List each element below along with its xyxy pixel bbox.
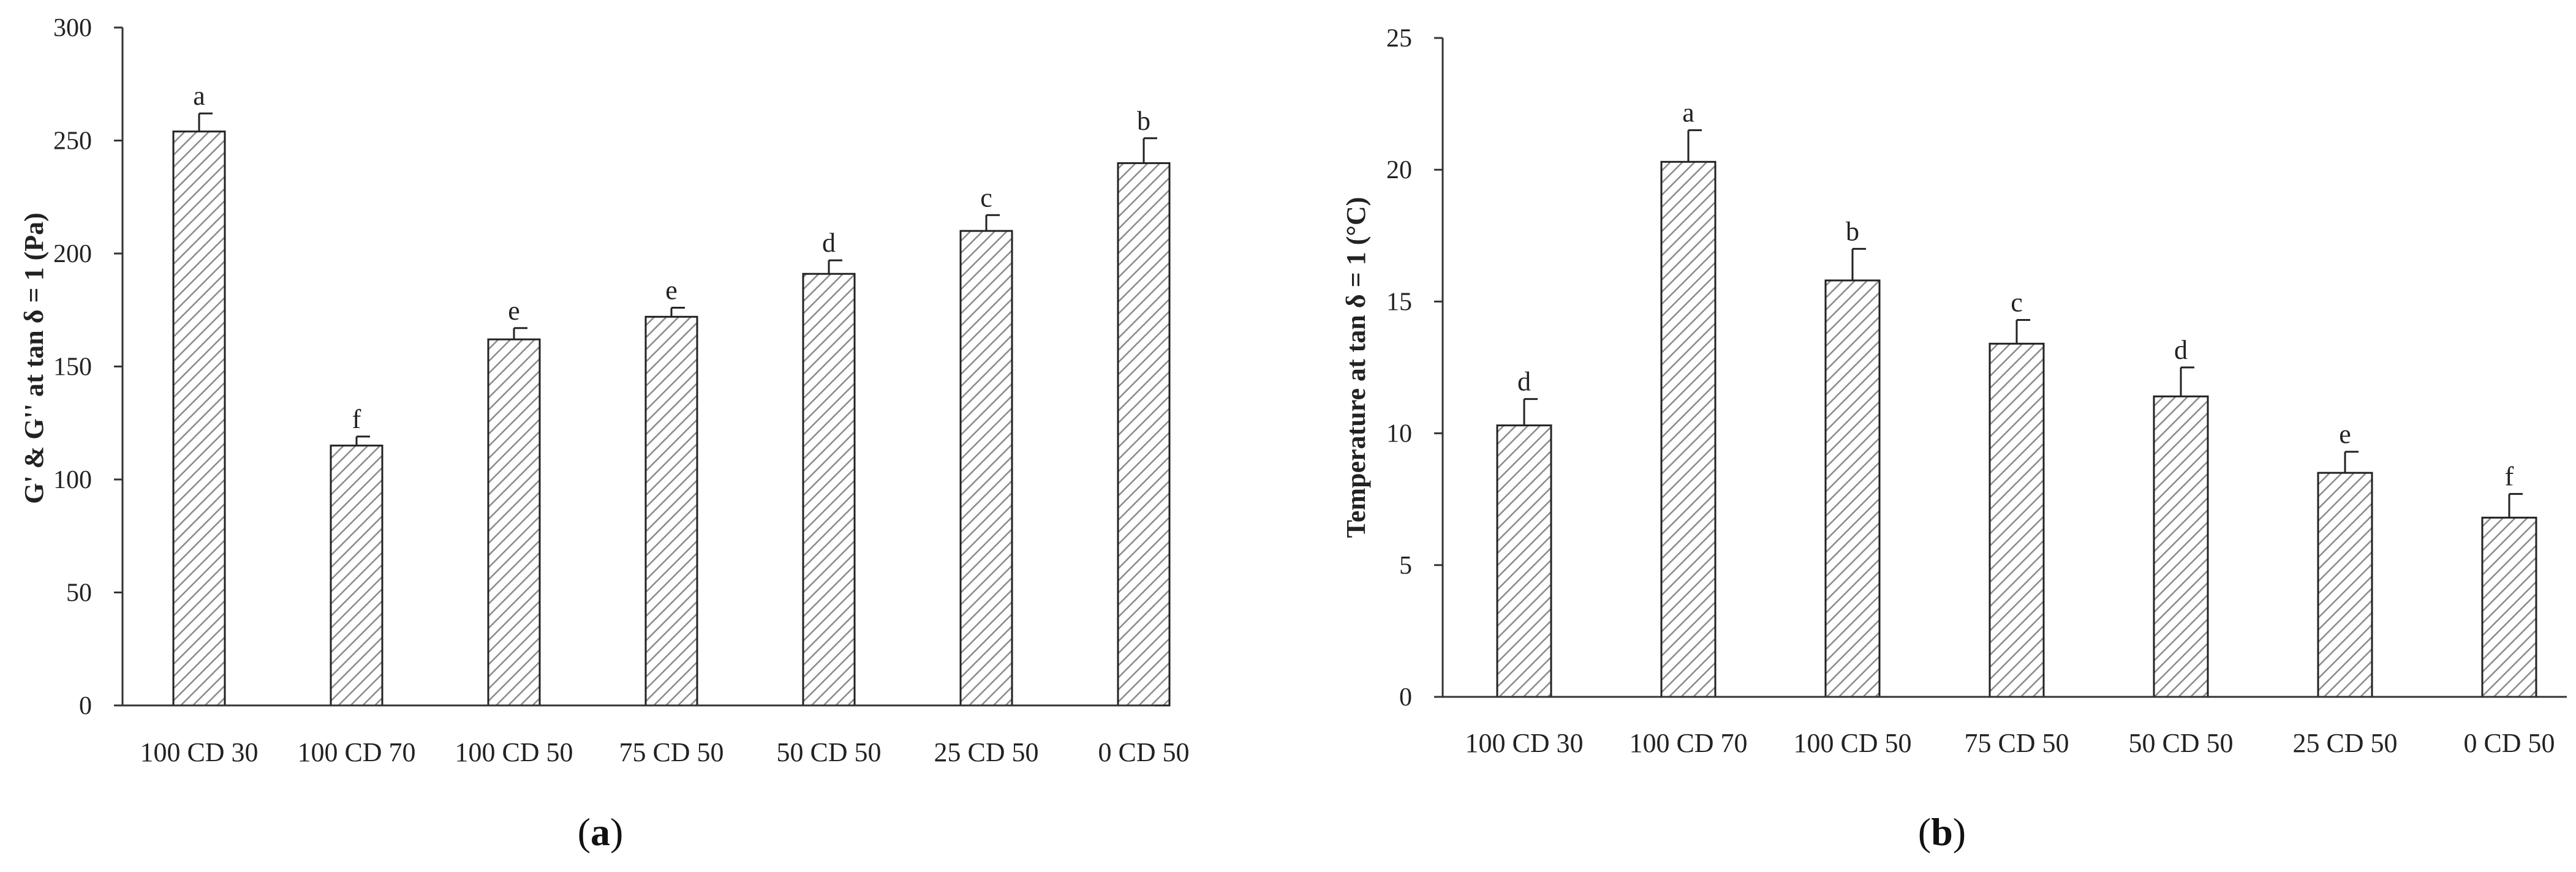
chart-a-bar [487,338,541,707]
chart-a-significance-letter: f [352,404,361,434]
chart-b-bar [2481,516,2537,698]
chart-a: G' & G'' at tan δ = 1 (Pa) 0 50 100 150 200 2… [19,14,1190,854]
chart-b-category-label: 100 CD 50 [1793,728,1911,758]
chart-b-category-label: 50 CD 50 [2128,728,2233,758]
chart-a-y-tick-label: 200 [53,240,92,268]
chart-a-significance-letter: a [193,81,205,111]
chart-a-y-tick-label: 100 [53,466,92,494]
chart-a-panel-label: (a) [578,810,624,854]
chart-b-bars: d a b c d e f [1496,98,2537,698]
chart-a-category-label: 100 CD 70 [297,737,415,767]
chart-a-significance-letter: e [508,296,520,326]
chart-b-significance-letter: c [2011,288,2023,318]
chart-b-significance-letter: d [2174,335,2188,365]
chart-a-significance-letter: e [665,276,678,306]
chart-a-category-label: 50 CD 50 [776,737,881,767]
chart-a-y-tick-label: 50 [66,579,92,607]
chart-a-significance-letter: b [1137,106,1150,136]
chart-b-y-tick-label: 5 [1399,552,1412,580]
chart-b-y-axis-label: Temperature at tan δ = 1 (°C) [1341,197,1371,538]
chart-a-bar [330,445,383,707]
chart-b-bar [1989,342,2045,698]
chart-b-significance-letter: b [1846,216,1859,246]
chart-b-significance-letter: d [1517,367,1531,397]
chart-a-category-label: 0 CD 50 [1098,737,1189,767]
chart-a-significance-letter: c [980,182,992,212]
chart-b-category-label: 75 CD 50 [1964,728,2069,758]
chart-b-y-tick-label: 10 [1386,420,1412,448]
chart-b-bar [2153,395,2209,698]
chart-a-y-tick-label: 0 [79,692,92,720]
chart-b-y-tick-label: 15 [1386,288,1412,316]
chart-a-category-label: 100 CD 30 [140,737,258,767]
chart-b-category-label: 0 CD 50 [2463,728,2555,758]
chart-a-y-tick-label: 300 [53,14,92,42]
chart-b-y-ticks: 0 5 10 15 20 25 [1386,24,1443,712]
chart-b-bar [1496,424,1552,698]
chart-b-bar [2317,472,2373,698]
chart-b-category-label: 100 CD 70 [1629,728,1747,758]
chart-a-bars: a f e e d c b [172,81,1171,707]
chart-a-bar [959,230,1013,707]
chart-b-significance-letter: e [2339,419,2351,449]
chart-b-y-tick-label: 25 [1386,24,1412,53]
chart-a-y-tick-label: 150 [53,353,92,382]
chart-b: Temperature at tan δ = 1 (°C) 0 5 10 15 20 25… [1341,24,2567,854]
chart-b-bar [1824,279,1881,698]
chart-a-y-tick-label: 250 [53,127,92,156]
chart-b-y-tick-label: 20 [1386,156,1412,184]
chart-b-category-label: 100 CD 30 [1465,728,1583,758]
chart-a-category-label: 75 CD 50 [619,737,723,767]
chart-a-bar [172,130,226,707]
chart-b-significance-letter: a [1682,98,1694,128]
chart-a-bar [802,272,856,707]
chart-b-category-labels: 100 CD 30 100 CD 70 100 CD 50 75 CD 50 50 CD… [1465,728,2555,758]
chart-a-bar [644,315,698,707]
chart-b-significance-letter: f [2505,462,2514,492]
chart-a-y-axis-label: G' & G'' at tan δ = 1 (Pa) [19,212,49,504]
chart-b-y-tick-label: 0 [1399,683,1412,712]
chart-a-significance-letter: d [822,228,836,258]
chart-b-panel-label: (b) [1918,810,1966,854]
chart-a-category-label: 100 CD 50 [455,737,573,767]
chart-b-category-label: 25 CD 50 [2292,728,2397,758]
chart-a-bar [1117,162,1171,707]
chart-a-category-label: 25 CD 50 [934,737,1038,767]
chart-b-bar [1660,160,1717,698]
chart-a-category-labels: 100 CD 30 100 CD 70 100 CD 50 75 CD 50 50 CD… [140,737,1189,767]
chart-a-y-ticks: 0 50 100 150 200 250 300 [53,14,123,720]
